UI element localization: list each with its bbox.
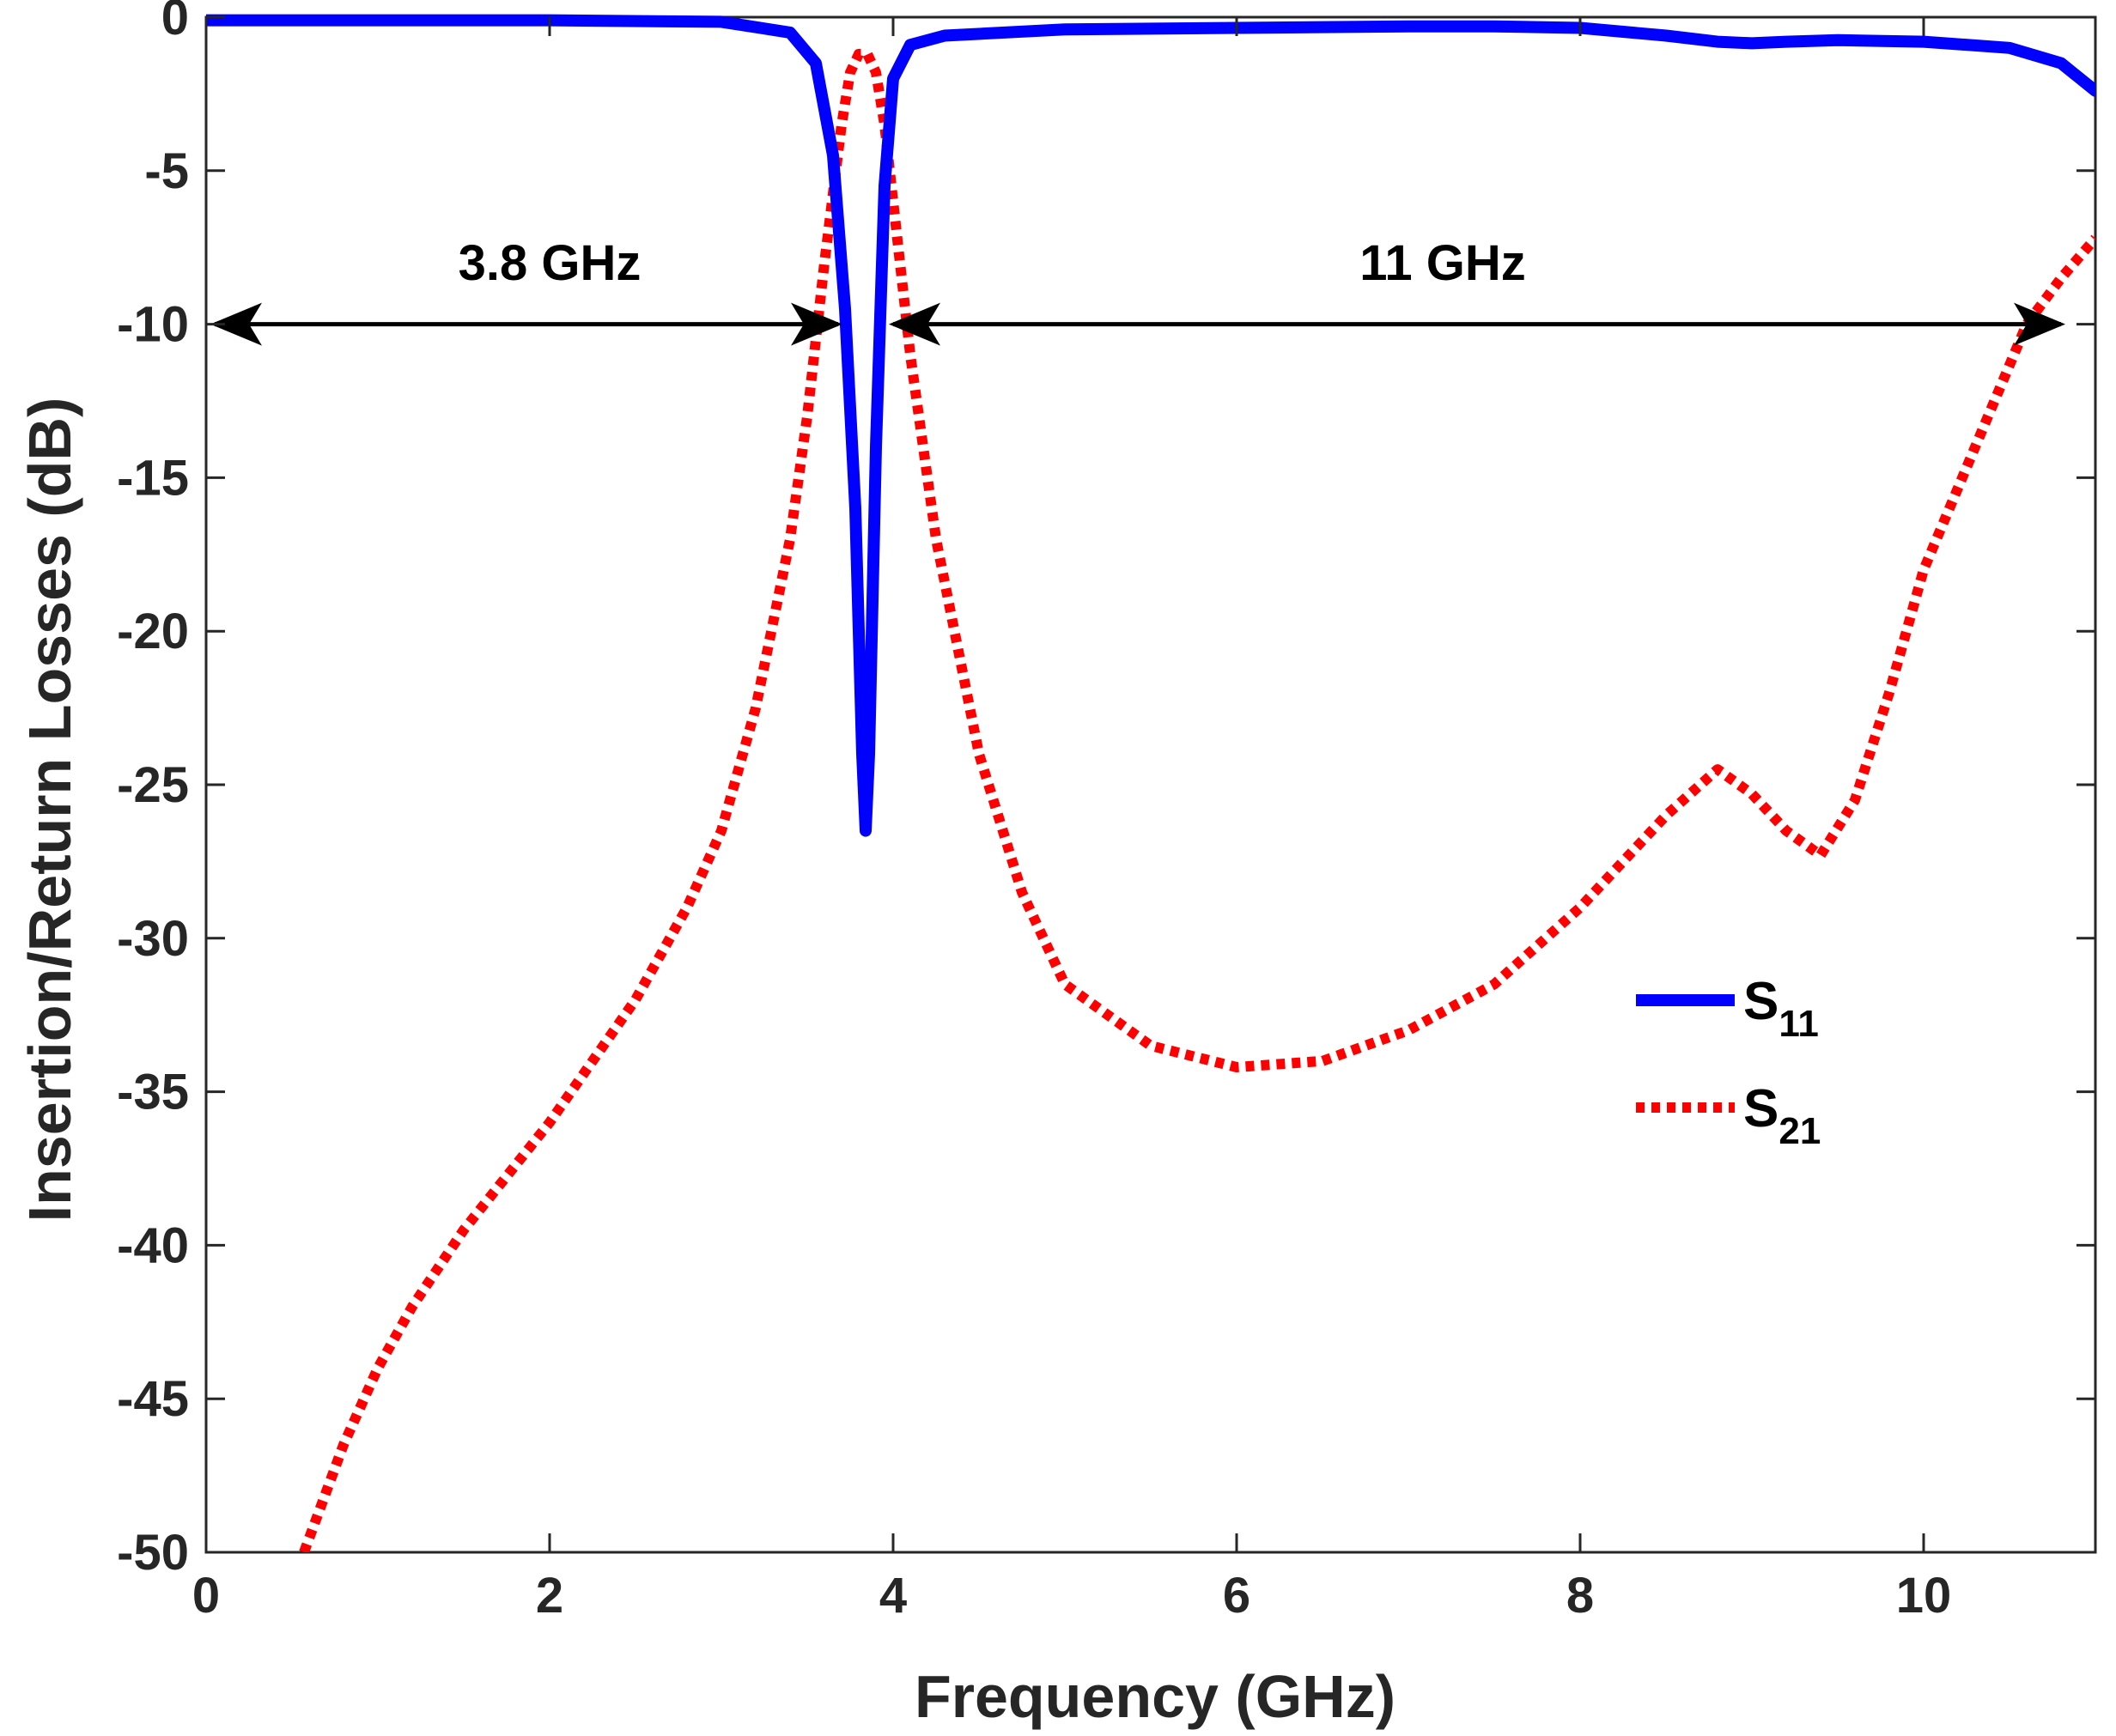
y-tick-label: -40 [117,1217,189,1273]
y-axis-label: Insertion/Return Losses (dB) [16,398,83,1223]
y-tick-label: -5 [144,143,189,199]
axis-layer: 0 2 4 6 8 10 0 -5 -10 -15 -20 -25 -30 -35 -40 -45 -50 [117,0,2095,1624]
x-tick-label: 6 [1223,1568,1250,1624]
x-tick-label: 2 [536,1568,563,1624]
x-tick-label: 0 [192,1568,220,1624]
bandwidth-label-1: 3.8 GHz [459,235,641,291]
series-layer [206,14,2095,1552]
x-axis-label: Frequency (GHz) [915,1663,1395,1730]
y-tick-label: -45 [117,1371,189,1427]
legend-label-s21: S21 [1743,1079,1821,1152]
series-line-s11 [206,14,2095,837]
x-tick-label: 4 [879,1568,907,1624]
x-tick-label: 8 [1566,1568,1594,1624]
x-tick-label: 10 [1896,1568,1952,1624]
bandwidth-label-2: 11 GHz [1359,235,1525,291]
y-tick-label: -20 [117,604,189,659]
y-tick-label: -10 [117,297,189,353]
y-tick-label: -30 [117,911,189,967]
y-tick-label: 0 [161,0,189,46]
y-tick-label: -15 [117,450,189,506]
legend-label-s11: S11 [1743,972,1819,1045]
y-tick-label: -35 [117,1065,189,1120]
y-tick-label: -50 [117,1525,189,1581]
y-tick-label: -25 [117,757,189,813]
annotation-layer: 3.8 GHz 11 GHz [210,235,2065,346]
